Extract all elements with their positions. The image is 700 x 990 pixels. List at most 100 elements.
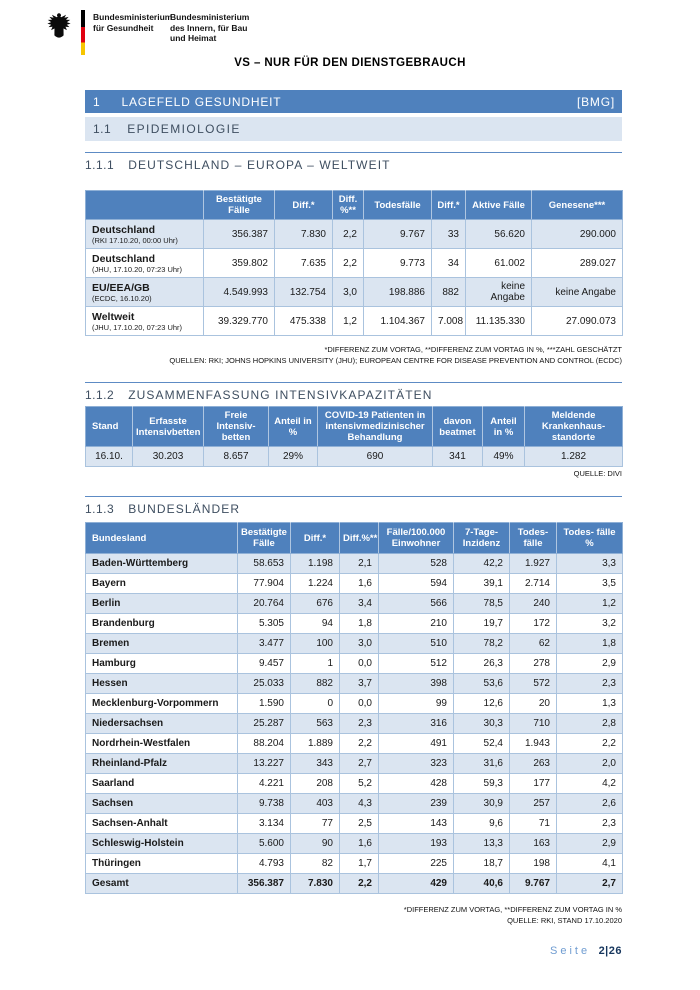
bundeslaender-table: Bundesland Bestätigte Fälle Diff.* Diff.%**…	[85, 522, 623, 894]
value-cell: 198.886	[363, 277, 432, 307]
region-name: Deutschland	[92, 252, 156, 265]
value-cell: 316	[378, 713, 454, 734]
value-cell: 16.10.	[85, 446, 133, 467]
value-cell: 491	[378, 733, 454, 754]
value-cell: 343	[290, 753, 340, 774]
value-cell: 225	[378, 853, 454, 874]
ministry-health-name: Bundesministerium für Gesundheit	[93, 10, 172, 33]
value-cell: keine Angabe	[531, 277, 623, 307]
total-label: Gesamt	[85, 873, 238, 894]
table-row: Deutschland (RKI 17.10.20, 00:00 Uhr) 356.…	[85, 219, 623, 249]
value-cell: 0,0	[339, 693, 379, 714]
value-cell: 40,6	[453, 873, 510, 894]
value-cell: 1,6	[339, 573, 379, 594]
section-1-1-bar: 1.1 EPIDEMIOLOGIE	[85, 117, 622, 141]
value-cell: 30,9	[453, 793, 510, 814]
value-cell: 9.767	[363, 219, 432, 249]
state-name: Sachsen	[85, 793, 238, 814]
value-cell: 78,5	[453, 593, 510, 614]
value-cell: 2,9	[556, 653, 623, 674]
section-title: BUNDESLÄNDER	[128, 502, 241, 516]
value-cell: 172	[509, 613, 557, 634]
footer-page-number: 2|26	[598, 945, 622, 957]
value-cell: 239	[378, 793, 454, 814]
value-cell: 0,0	[339, 653, 379, 674]
state-name: Nordrhein-Westfalen	[85, 733, 238, 754]
column-header: COVID-19 Patienten in intensivmedizinisc…	[317, 406, 433, 447]
region-source: (ECDC, 16.10.20)	[92, 293, 152, 303]
value-cell: 1.927	[509, 553, 557, 574]
value-cell: 3,4	[339, 593, 379, 614]
value-cell: 26,3	[453, 653, 510, 674]
table-row: Mecklenburg-Vorpommern 1.590 0 0,0 99 12,6 20 1…	[85, 693, 623, 714]
value-cell: 2,2	[556, 733, 623, 754]
table-row: Bayern 77.904 1.224 1,6 594 39,1 2.714 3,5	[85, 573, 623, 594]
value-cell: 3,0	[339, 633, 379, 654]
footnote-line: QUELLEN: RKI; JOHNS HOPKINS UNIVERSITY (…	[169, 355, 622, 365]
value-cell: 278	[509, 653, 557, 674]
value-cell: 42,2	[453, 553, 510, 574]
column-header: 7-Tage-Inzidenz	[453, 522, 510, 554]
value-cell: 3.477	[237, 633, 291, 654]
value-cell: 403	[290, 793, 340, 814]
table-row: Weltweit (JHU, 17.10.20, 07:23 Uhr) 39.329…	[85, 306, 623, 336]
value-cell: 882	[431, 277, 466, 307]
table-row: Deutschland (JHU, 17.10.20, 07:23 Uhr) 359…	[85, 248, 623, 278]
value-cell: 5.305	[237, 613, 291, 634]
region-name: EU/EEA/GB	[92, 281, 150, 294]
table-row: Berlin 20.764 676 3,4 566 78,5 240 1,2	[85, 593, 623, 614]
value-cell: 56.620	[465, 219, 532, 249]
value-cell: 4.221	[237, 773, 291, 794]
column-header: Meldende Krankenhaus- standorte	[524, 406, 623, 447]
subsection-1-1-1-heading: 1.1.1 DEUTSCHLAND – EUROPA – WELTWEIT	[85, 152, 622, 172]
value-cell: 572	[509, 673, 557, 694]
value-cell: 2,8	[556, 713, 623, 734]
region-name: Weltweit	[92, 310, 135, 323]
value-cell: 0	[290, 693, 340, 714]
value-cell: 19,7	[453, 613, 510, 634]
value-cell: 88.204	[237, 733, 291, 754]
table-row: Brandenburg 5.305 94 1,8 210 19,7 172 3,2	[85, 613, 623, 634]
region-label-cell: Weltweit (JHU, 17.10.20, 07:23 Uhr)	[85, 306, 204, 336]
value-cell: 3,7	[339, 673, 379, 694]
value-cell: 3,3	[556, 553, 623, 574]
value-cell: 528	[378, 553, 454, 574]
federal-eagle-icon	[47, 13, 71, 38]
state-name: Saarland	[85, 773, 238, 794]
value-cell: 289.027	[531, 248, 623, 278]
table-row: Baden-Württemberg 58.653 1.198 2,1 528 42,2 1.…	[85, 553, 623, 574]
value-cell: 77.904	[237, 573, 291, 594]
value-cell: 49%	[482, 446, 525, 467]
table-row: 16.10. 30.203 8.657 29% 690 341 49% 1.282	[85, 446, 623, 467]
value-cell: 2,2	[339, 733, 379, 754]
column-header: Bestätigte Fälle	[203, 190, 275, 220]
icu-table-source: QUELLE: DIVI	[573, 469, 622, 478]
column-header: Fälle/100.000 Einwohner	[378, 522, 454, 554]
value-cell: 594	[378, 573, 454, 594]
column-header: Bestätigte Fälle	[237, 522, 291, 554]
subsection-1-1-3-heading: 1.1.3 BUNDESLÄNDER	[85, 496, 622, 516]
first-column-header	[85, 190, 204, 220]
value-cell: 34	[431, 248, 466, 278]
value-cell: 5.600	[237, 833, 291, 854]
ministry-interior-name: Bundesministerium des Innern, für Bau un…	[170, 12, 249, 44]
table-row: Saarland 4.221 208 5,2 428 59,3 177 4,2	[85, 773, 623, 794]
state-name: Rheinland-Pfalz	[85, 753, 238, 774]
states-table-footnotes: *DIFFERENZ ZUM VORTAG, **DIFFERENZ ZUM V…	[85, 905, 622, 926]
state-name: Baden-Württemberg	[85, 553, 238, 574]
value-cell: 29%	[268, 446, 318, 467]
value-cell: 4,2	[556, 773, 623, 794]
value-cell: 1,3	[556, 693, 623, 714]
column-header: Diff.*	[274, 190, 333, 220]
value-cell: 59,3	[453, 773, 510, 794]
footnote-line: *DIFFERENZ ZUM VORTAG, **DIFFERENZ ZUM V…	[403, 905, 622, 914]
column-header: Todes- fälle %	[556, 522, 623, 554]
ministry-interior-line: des Innern, für Bau	[170, 22, 248, 33]
value-cell: 257	[509, 793, 557, 814]
value-cell: 2,2	[332, 248, 364, 278]
state-name: Hamburg	[85, 653, 238, 674]
classification-banner: VS – NUR FÜR DEN DIENSTGEBRAUCH	[234, 57, 466, 69]
value-cell: 690	[317, 446, 433, 467]
value-cell: 356.387	[203, 219, 275, 249]
section-title: EPIDEMIOLOGIE	[127, 122, 241, 136]
